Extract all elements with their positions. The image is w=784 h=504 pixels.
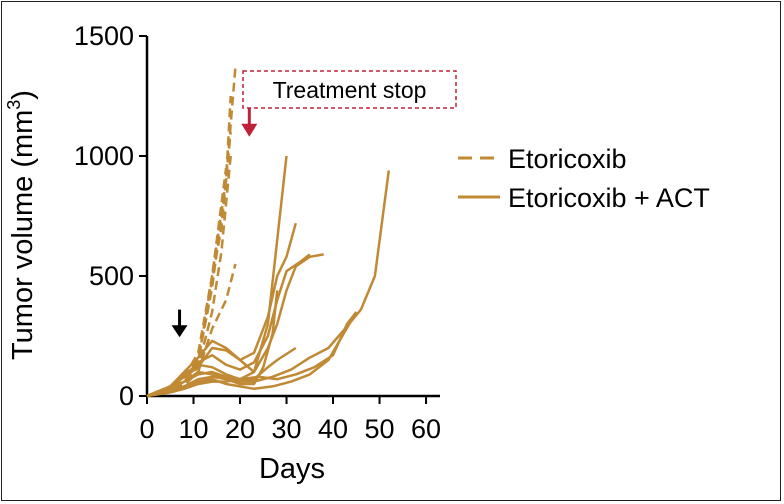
x-tick-label: 50 xyxy=(365,414,395,444)
treatment-stop-box xyxy=(242,70,457,109)
x-tick-label: 60 xyxy=(411,414,441,444)
y-tick-label: 1500 xyxy=(74,21,134,51)
y-axis-title-main: Tumor volume (mm xyxy=(7,110,39,360)
series-line xyxy=(146,167,228,398)
y-tick-label: 0 xyxy=(119,381,134,411)
treatment-stop-label: Treatment stop xyxy=(273,77,427,103)
series-line xyxy=(146,346,297,398)
y-axis-title-close: ) xyxy=(7,90,39,100)
y-axis-title: Tumor volume (mm3) xyxy=(4,90,39,360)
y-tick-label: 1000 xyxy=(74,141,134,171)
series-layer xyxy=(146,67,391,398)
legend-item-etoricoxib-act: Etoricoxib + ACT xyxy=(458,183,710,213)
legend-item-etoricoxib: Etoricoxib xyxy=(458,144,627,174)
series-line xyxy=(146,311,358,398)
axes: 0 10 20 30 40 50 60 0 500 1000 1500 xyxy=(74,21,441,444)
treatment-start-arrow-head xyxy=(171,325,188,338)
series-line xyxy=(146,222,298,398)
series-line xyxy=(146,253,324,398)
series-line xyxy=(146,170,391,398)
series-line xyxy=(146,253,311,398)
x-tick-label: 30 xyxy=(272,414,302,444)
series-line xyxy=(146,131,232,398)
x-tick-label: 10 xyxy=(178,414,208,444)
series-etoricoxib-act xyxy=(146,155,391,398)
x-tick-label: 40 xyxy=(318,414,348,444)
x-axis-title: Days xyxy=(259,453,325,485)
treatment-stop-arrow-head xyxy=(241,123,258,137)
y-axis-title-superscript: 3 xyxy=(4,100,24,110)
legend: Etoricoxib Etoricoxib + ACT xyxy=(458,144,710,213)
x-tick-label: 20 xyxy=(225,414,255,444)
x-tick-label: 0 xyxy=(139,414,154,444)
legend-label: Etoricoxib + ACT xyxy=(508,183,710,213)
legend-label: Etoricoxib xyxy=(508,144,627,174)
series-line xyxy=(146,95,232,398)
annotations: Treatment stop xyxy=(171,70,457,338)
y-tick-label: 500 xyxy=(89,261,134,291)
